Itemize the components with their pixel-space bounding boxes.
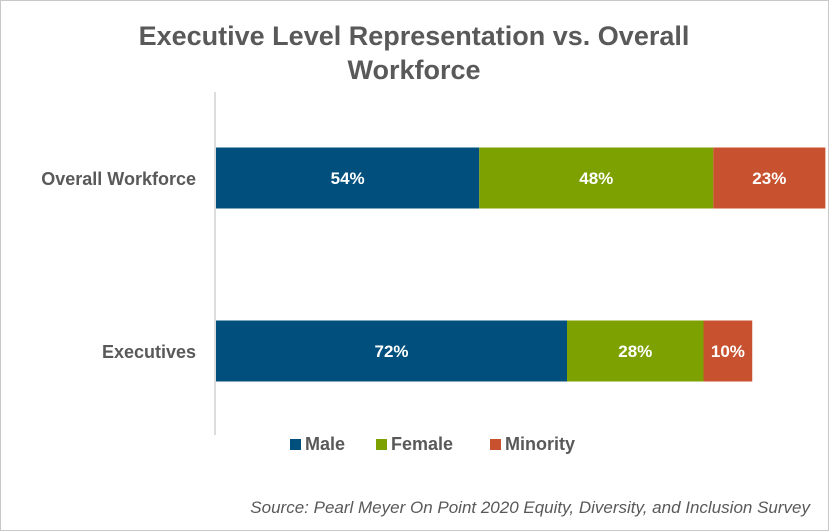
source-note: Source: Pearl Meyer On Point 2020 Equity… [250, 498, 811, 517]
chart-title-line-1: Executive Level Representation vs. Overa… [139, 21, 690, 51]
category-labels: Overall Workforce Executives [41, 169, 196, 362]
legend-swatch-female [376, 439, 387, 450]
legend-swatch-male [290, 439, 301, 450]
data-label-executives-male: 72% [374, 342, 408, 361]
bar-executives-female [567, 320, 704, 382]
data-label-overall-workforce-female: 48% [579, 169, 613, 188]
data-label-overall-workforce-minority: 23% [752, 169, 786, 188]
legend-label-female: Female [391, 434, 453, 454]
legend: Male Female Minority [290, 434, 575, 454]
legend-label-minority: Minority [505, 434, 575, 454]
bar-overall-workforce-minority [713, 147, 826, 209]
bar-overall-workforce-female [479, 147, 714, 209]
data-label-overall-workforce-male: 54% [331, 169, 365, 188]
category-label-executives: Executives [102, 342, 196, 362]
chart-title-line-2: Workforce [347, 55, 480, 85]
data-label-executives-female: 28% [618, 342, 652, 361]
legend-label-male: Male [305, 434, 345, 454]
category-label-overall-workforce: Overall Workforce [41, 169, 196, 189]
bar-executives-male [216, 320, 567, 382]
bar-executives-minority [703, 320, 753, 382]
data-label-executives-minority: 10% [711, 342, 745, 361]
bars-layer: 54% 48% 23% 72% 28% 10% [216, 147, 826, 382]
legend-swatch-minority [490, 439, 501, 450]
bar-overall-workforce-male [216, 147, 480, 209]
